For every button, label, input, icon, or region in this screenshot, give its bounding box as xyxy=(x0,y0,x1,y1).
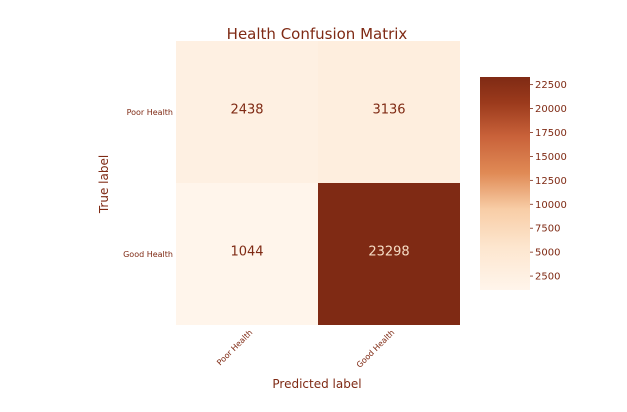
cell-value-label: 23298 xyxy=(368,245,409,260)
y-tick-label: Good Health xyxy=(123,250,173,259)
colorbar-tick-label: 12500 xyxy=(535,176,567,187)
y-tick-labels: Poor Health Good Health xyxy=(123,108,173,259)
heatmap-cell xyxy=(176,183,318,325)
x-tick-labels: Poor Health Good Health xyxy=(215,328,396,370)
colorbar-tick-label: 2500 xyxy=(535,272,560,283)
x-tick-label: Good Health xyxy=(355,328,397,370)
cell-value-label: 2438 xyxy=(230,103,263,118)
heatmap-cell xyxy=(318,183,460,325)
colorbar-tick-labels: 2500 5000 7500 10000 12500 15000 17500 20000 225… xyxy=(530,80,567,283)
y-axis-label: True label xyxy=(97,155,111,214)
cell-value-labels: 2438 3136 1044 23298 xyxy=(230,103,409,260)
colorbar-tick-label: 20000 xyxy=(535,104,567,115)
x-tick-label: Poor Health xyxy=(215,328,254,367)
colorbar xyxy=(480,77,530,290)
colorbar-tick-label: 17500 xyxy=(535,128,567,139)
colorbar-tick-label: 22500 xyxy=(535,80,567,91)
x-axis-label: Predicted label xyxy=(272,377,361,391)
chart-title: Health Confusion Matrix xyxy=(227,25,408,43)
colorbar-tick-label: 7500 xyxy=(535,224,560,235)
colorbar-tick-label: 10000 xyxy=(535,200,567,211)
heatmap-cell xyxy=(318,41,460,183)
cell-value-label: 1044 xyxy=(230,245,263,260)
heatmap-cell xyxy=(176,41,318,183)
heatmap-cells xyxy=(176,41,460,325)
colorbar-tick-label: 5000 xyxy=(535,248,560,259)
y-tick-label: Poor Health xyxy=(127,108,173,117)
colorbar-tick-label: 15000 xyxy=(535,152,567,163)
cell-value-label: 3136 xyxy=(372,103,405,118)
